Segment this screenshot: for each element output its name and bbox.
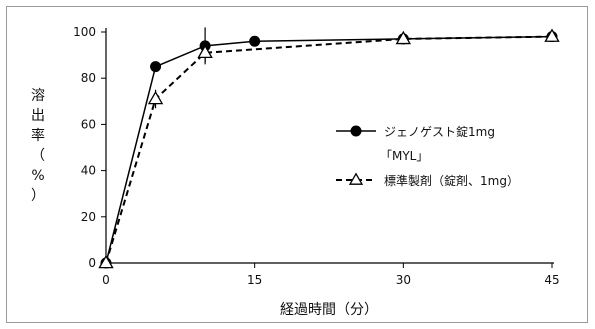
y-tick-label: 40 xyxy=(81,164,96,178)
chart-frame xyxy=(6,6,588,323)
data-point-circle xyxy=(249,35,261,47)
x-tick-labels: 0 15 30 45 xyxy=(102,263,560,287)
data-point-triangle xyxy=(197,44,213,59)
y-tick-label: 80 xyxy=(81,71,96,85)
x-tick-label: 30 xyxy=(396,273,411,287)
series-line xyxy=(105,35,553,264)
y-axis-label: 溶出率 （% ） xyxy=(31,88,45,204)
legend-label-0: 「MYL」 xyxy=(380,149,428,163)
y-axis-label-char: % xyxy=(31,168,44,184)
y-axis-label-char: 率 xyxy=(31,127,45,144)
data-point-triangle xyxy=(544,28,560,42)
data-point-triangle xyxy=(395,30,412,45)
series-layer xyxy=(98,27,560,269)
x-tick-label: 45 xyxy=(544,273,559,287)
y-axis-label-char: ） xyxy=(31,188,45,204)
y-tick-labels: 0 20 40 60 80 100 xyxy=(73,25,106,270)
data-point-triangle xyxy=(147,90,164,105)
data-point-triangle xyxy=(98,254,114,269)
y-tick-label: 20 xyxy=(81,210,96,224)
y-axis-label-char: （ xyxy=(31,148,45,164)
x-axis-label: 経過時間（分） xyxy=(280,302,378,318)
legend-label-1: 標準製剤（錠剤、1mg） xyxy=(384,173,519,188)
legend: ジェノゲスト錠1mg 「MYL」標準製剤（錠剤、1mg） xyxy=(336,124,519,188)
axes xyxy=(105,28,554,264)
series-line xyxy=(105,35,553,264)
y-tick-label: 60 xyxy=(81,117,96,131)
series-0 xyxy=(100,27,558,269)
legend-marker-0 xyxy=(350,125,362,137)
y-tick-label: 0 xyxy=(88,256,96,270)
y-axis-label-char: 溶 xyxy=(31,88,45,104)
x-tick-label: 0 xyxy=(102,273,110,287)
y-axis-label-char: 出 xyxy=(31,108,45,124)
data-point-circle xyxy=(150,61,162,73)
legend-marker-1 xyxy=(348,172,364,185)
legend-label-0: ジェノゲスト錠1mg xyxy=(384,124,495,139)
series-1 xyxy=(98,28,560,269)
x-tick-label: 15 xyxy=(247,273,262,287)
y-tick-label: 100 xyxy=(73,25,96,39)
